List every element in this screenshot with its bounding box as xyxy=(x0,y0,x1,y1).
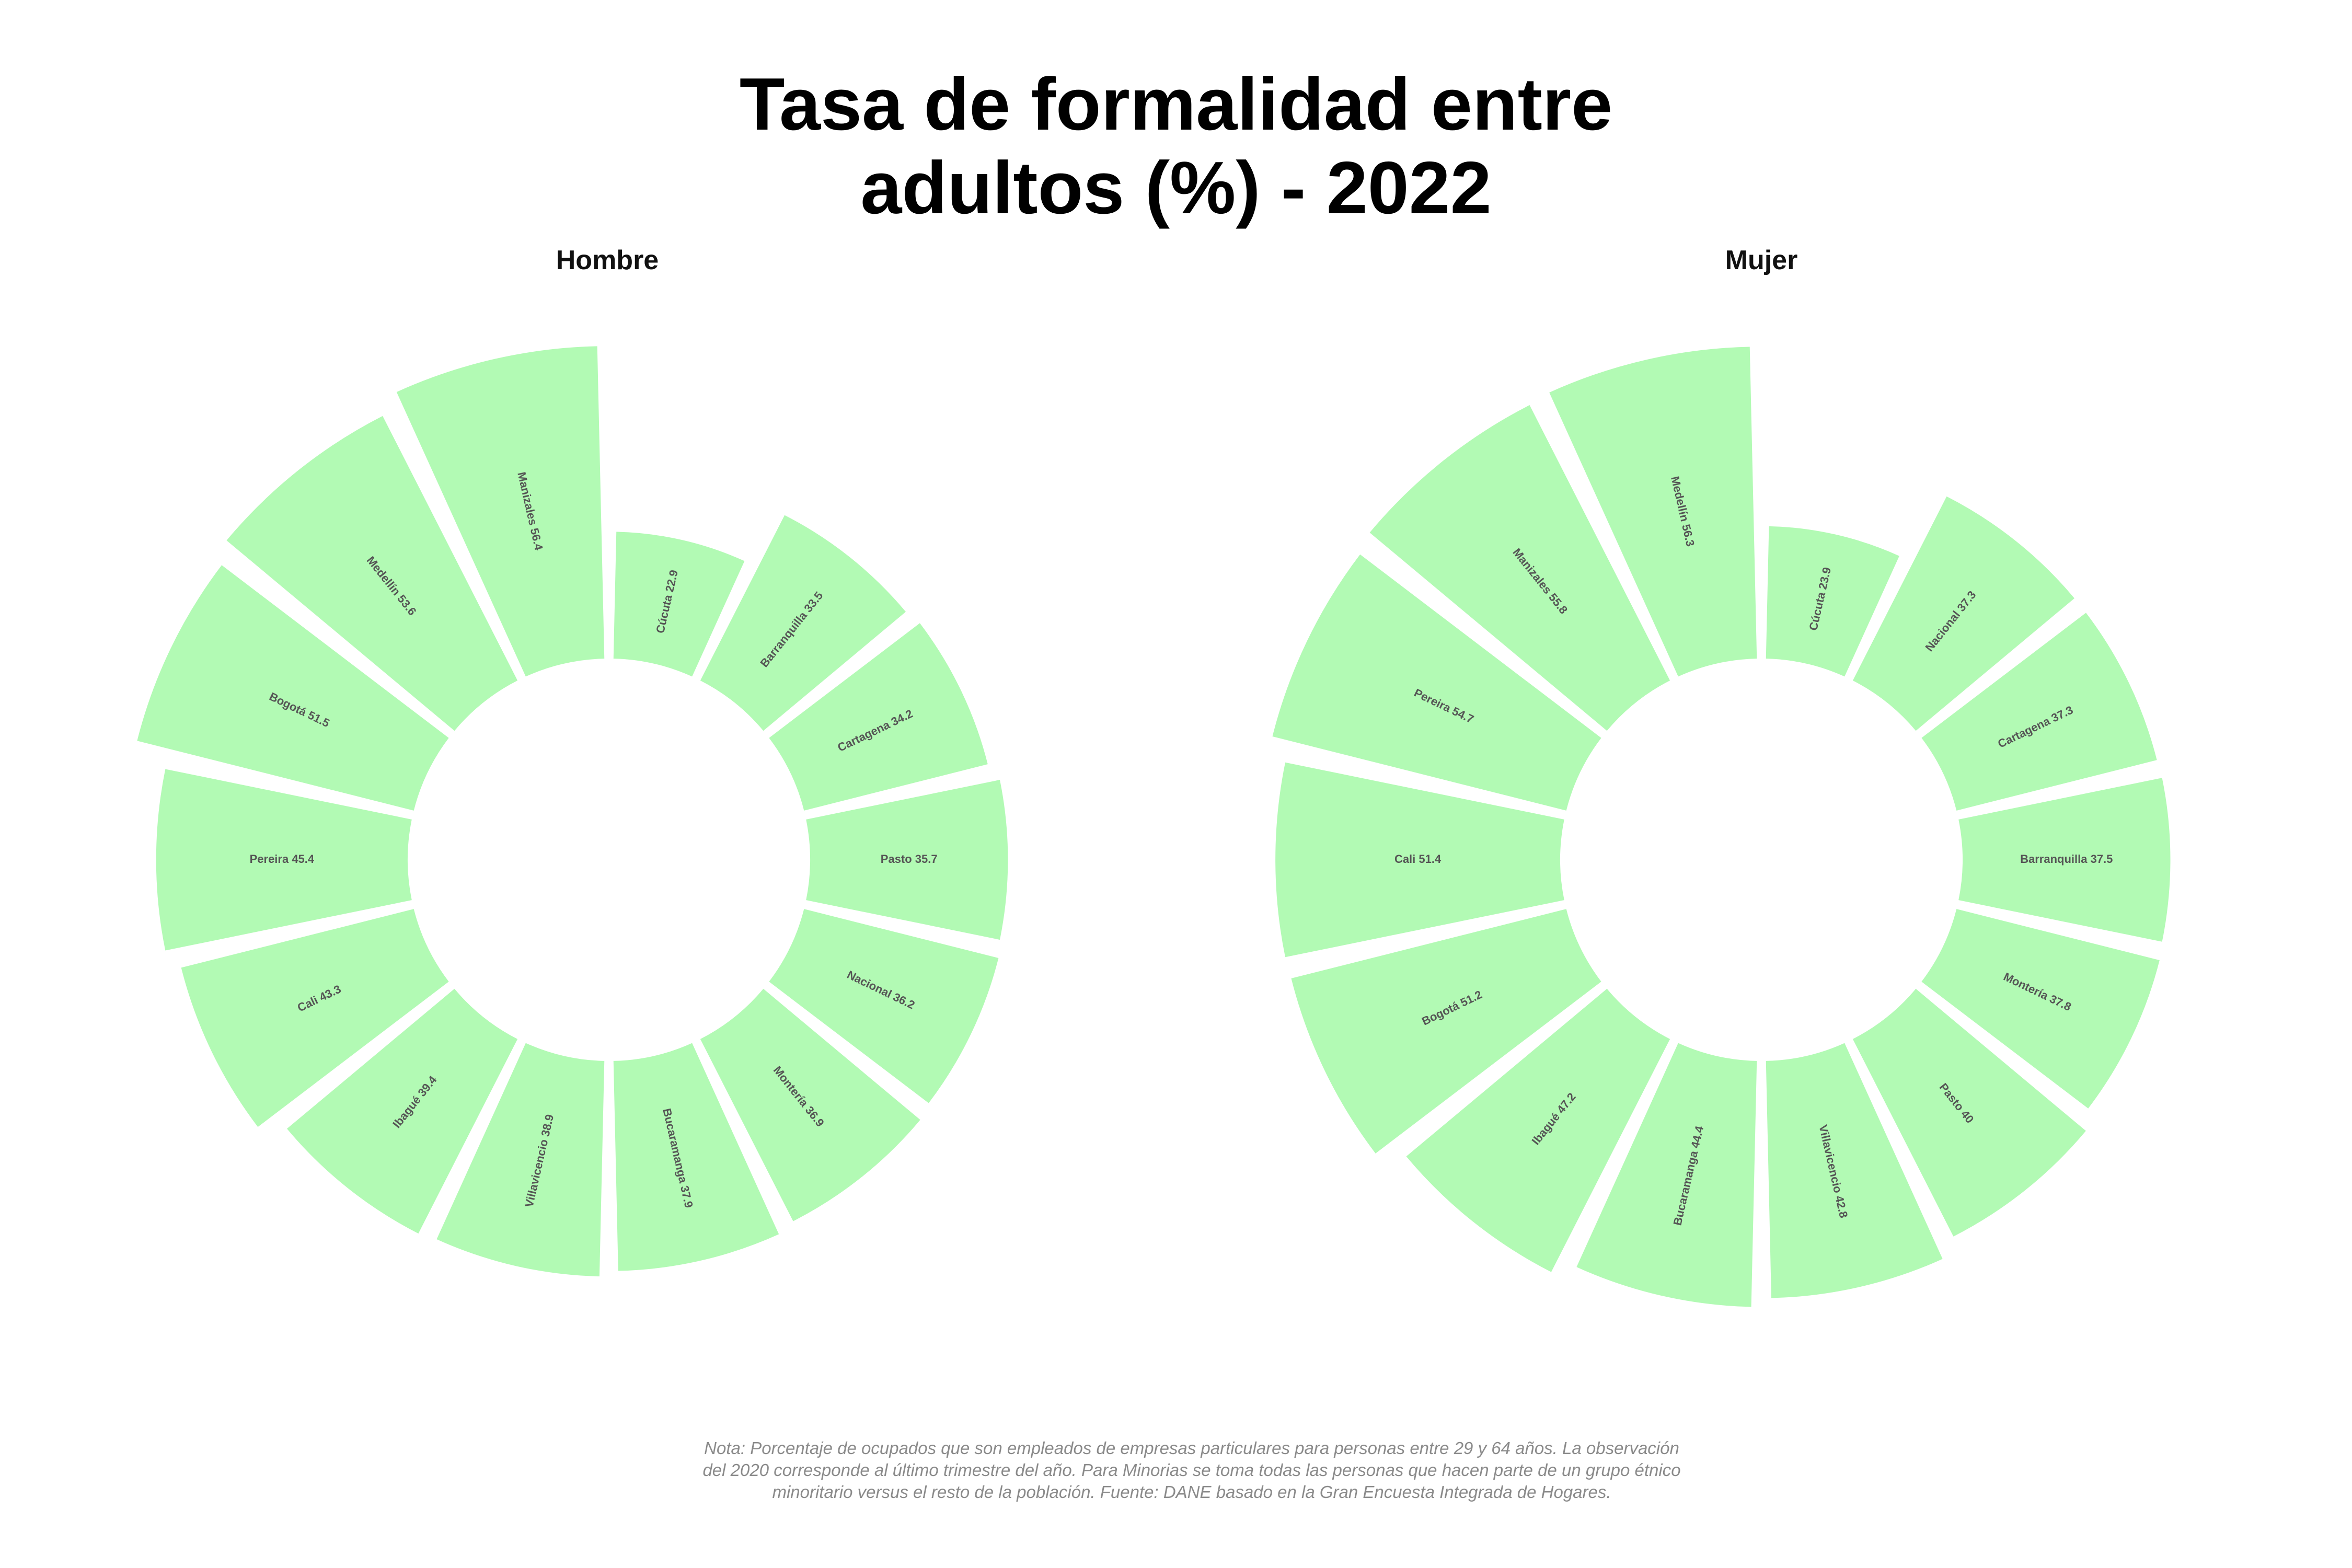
bar-barranquilla xyxy=(700,515,906,731)
bar-label-pereira: Pereira 45.4 xyxy=(250,852,315,866)
bar-montería xyxy=(700,988,920,1221)
bar-cali xyxy=(181,909,449,1127)
bar-label-pasto: Pasto 35.7 xyxy=(881,852,938,866)
bar-medellín xyxy=(1549,347,1757,677)
bar-bucaramanga xyxy=(613,1043,779,1271)
bar-nacional xyxy=(769,909,999,1103)
bar-nacional xyxy=(1852,496,2074,731)
bar-cartagena xyxy=(769,623,988,811)
bar-cúcuta xyxy=(613,532,745,677)
bar-medellín xyxy=(226,416,518,731)
bar-pereira xyxy=(156,769,412,951)
bar-bogotá xyxy=(1291,909,1601,1154)
bar-bucaramanga xyxy=(1576,1043,1757,1307)
bar-montería xyxy=(1921,909,2160,1109)
bar-pasto xyxy=(806,780,1008,940)
bar-ibagué xyxy=(286,988,518,1234)
chart-title-line-1: Tasa de formalidad entre xyxy=(739,63,1613,146)
bar-pasto xyxy=(1852,988,2086,1237)
chart-title-line-2: adultos (%) - 2022 xyxy=(860,146,1492,229)
panel-title-mujer: Mujer xyxy=(1725,245,1798,275)
bar-manizales xyxy=(1369,405,1670,731)
bar-bogotá xyxy=(137,565,449,811)
panel-title-hombre: Hombre xyxy=(556,245,659,275)
bar-pereira xyxy=(1272,554,1601,811)
bar-barranquilla xyxy=(1958,778,2171,942)
bar-villavicencio xyxy=(1766,1043,1943,1298)
bar-cartagena xyxy=(1921,613,2157,811)
bar-label-cali: Cali 51.4 xyxy=(1394,852,1442,866)
bar-ibagué xyxy=(1406,988,1670,1272)
bar-cúcuta xyxy=(1766,526,1899,677)
bar-cali xyxy=(1275,762,1564,958)
bar-label-barranquilla: Barranquilla 37.5 xyxy=(2020,852,2113,866)
bar-villavicencio xyxy=(436,1043,605,1277)
bar-manizales xyxy=(396,346,605,677)
footnote: Nota: Porcentaje de ocupados que son emp… xyxy=(702,1438,1681,1502)
chart-title: Tasa de formalidad entre adultos (%) - 2… xyxy=(0,63,2352,230)
